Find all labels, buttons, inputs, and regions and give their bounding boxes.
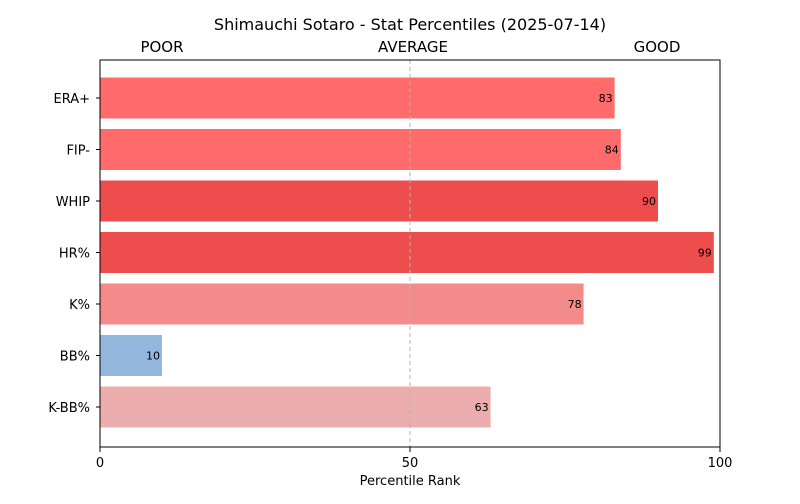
x-tick-label: 50: [402, 456, 419, 471]
zone-label-poor: POOR: [140, 38, 183, 56]
bars-layer: 83 84 90 99 78 10 63: [100, 77, 714, 428]
bar-HR%: [100, 232, 714, 273]
y-tick-label: WHIP: [56, 195, 90, 210]
bar-BB%: [100, 335, 162, 376]
x-tick-label: 0: [96, 456, 104, 471]
bar-value-label: 78: [568, 298, 582, 311]
y-tick-label: BB%: [60, 350, 90, 365]
bar-value-label: 84: [605, 144, 619, 157]
bar-value-label: 90: [642, 195, 656, 208]
x-axis-label: Percentile Rank: [360, 474, 461, 489]
y-tick-label: ERA+: [53, 92, 90, 107]
zone-label-average: AVERAGE: [378, 38, 448, 56]
bar-ERA+: [100, 77, 615, 119]
zone-label-good: GOOD: [634, 38, 681, 56]
bar-value-label: 10: [146, 350, 160, 363]
x-tick-label: 100: [708, 456, 733, 471]
y-tick-label: HR%: [59, 247, 90, 262]
bar-value-label: 63: [475, 401, 489, 414]
y-tick-label: K%: [69, 298, 90, 313]
chart-title: Shimauchi Sotaro - Stat Percentiles (202…: [214, 15, 606, 34]
bar-WHIP: [100, 180, 658, 222]
bar-value-label: 83: [599, 92, 613, 105]
x-axis: 0 50 100: [96, 447, 733, 471]
bar-K%: [100, 283, 584, 325]
y-axis: ERA+ FIP- WHIP HR% K% BB% K-BB%: [48, 92, 100, 416]
bar-K-BB%: [100, 386, 491, 428]
bar-FIP-: [100, 129, 621, 170]
bar-value-label: 99: [698, 247, 712, 260]
y-tick-label: FIP-: [66, 144, 90, 159]
y-tick-label: K-BB%: [48, 401, 90, 416]
